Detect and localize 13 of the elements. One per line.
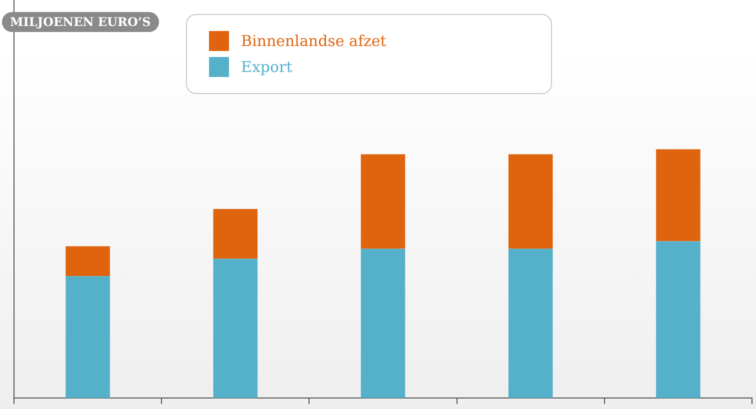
bar bbox=[66, 246, 110, 276]
bar bbox=[508, 248, 553, 398]
bar bbox=[360, 248, 406, 398]
legend-label: Binnenlandse afzet bbox=[241, 32, 386, 50]
bar bbox=[656, 241, 700, 398]
bar bbox=[66, 276, 110, 398]
bar bbox=[360, 154, 406, 249]
legend-label: Export bbox=[241, 58, 292, 76]
bar bbox=[508, 154, 553, 249]
bar bbox=[213, 258, 258, 398]
bar bbox=[656, 149, 700, 242]
bar bbox=[213, 208, 258, 259]
text: MILJOENEN EURO’S bbox=[2, 12, 159, 32]
